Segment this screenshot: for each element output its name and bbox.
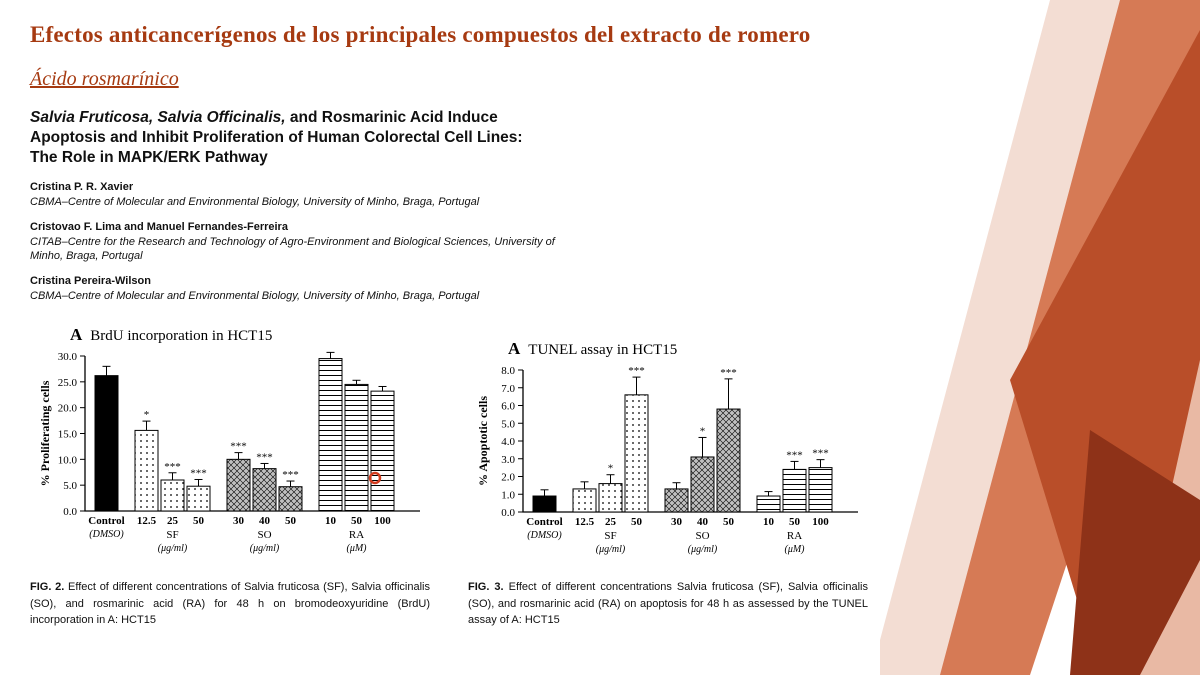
charts-row: A BrdU incorporation in HCT15 0.0 5.0 10.0 1… (30, 325, 900, 665)
chart-left-column: A BrdU incorporation in HCT15 0.0 5.0 10.0 1… (30, 325, 440, 665)
svg-text:1.0: 1.0 (501, 489, 515, 501)
svg-text:Control: Control (526, 516, 562, 528)
svg-text:*: * (700, 425, 706, 437)
chart-right-column: A TUNEL assay in HCT15 0.0 1.0 2.0 3.0 4.0 5.0… (468, 325, 878, 665)
svg-text:% Apoptotic cells: % Apoptotic cells (476, 396, 490, 486)
svg-text:10: 10 (325, 515, 337, 527)
chart2-title: TUNEL assay in HCT15 (528, 342, 677, 358)
fig-label: FIG. 2. (30, 581, 64, 593)
svg-text:(μg/ml): (μg/ml) (250, 543, 280, 554)
author-entry: Cristina P. R. Xavier CBMA–Centre of Mol… (30, 180, 590, 210)
svg-text:(DMSO): (DMSO) (527, 530, 562, 541)
svg-text:(μg/ml): (μg/ml) (688, 544, 718, 555)
svg-text:5.0: 5.0 (63, 480, 77, 492)
svg-text:RA: RA (349, 529, 364, 541)
svg-text:40: 40 (697, 516, 709, 528)
svg-text:3.0: 3.0 (501, 454, 515, 466)
svg-text:30: 30 (671, 516, 683, 528)
svg-text:***: *** (628, 365, 645, 377)
svg-text:25.0: 25.0 (58, 377, 78, 389)
svg-text:25: 25 (605, 516, 617, 528)
fig-text: Effect of different concentrations Salvi… (468, 581, 868, 626)
author-block: Cristina P. R. Xavier CBMA–Centre of Mol… (30, 180, 590, 314)
svg-text:0.0: 0.0 (501, 507, 515, 519)
svg-text:100: 100 (374, 515, 391, 527)
panel-letter: A (70, 325, 82, 344)
paper-title: Salvia Fruticosa, Salvia Officinalis, an… (30, 108, 550, 167)
svg-text:50: 50 (351, 515, 363, 527)
svg-text:8.0: 8.0 (501, 365, 515, 377)
svg-text:10.0: 10.0 (58, 454, 78, 466)
svg-text:(DMSO): (DMSO) (89, 529, 124, 540)
svg-text:SO: SO (257, 529, 271, 541)
svg-text:***: *** (164, 461, 181, 473)
svg-text:30.0: 30.0 (58, 351, 78, 363)
paper-title-italic: Salvia Fruticosa, Salvia Officinalis, (30, 109, 286, 126)
svg-text:SO: SO (695, 530, 709, 542)
author-name: Cristovao F. Lima and Manuel Fernandes-F… (30, 221, 288, 233)
svg-text:50: 50 (723, 516, 735, 528)
svg-text:(μM): (μM) (784, 544, 805, 555)
svg-text:50: 50 (631, 516, 643, 528)
author-entry: Cristina Pereira-Wilson CBMA–Centre of M… (30, 274, 590, 304)
svg-text:SF: SF (604, 530, 616, 542)
svg-text:12.5: 12.5 (137, 515, 157, 527)
svg-text:(μg/ml): (μg/ml) (158, 543, 188, 554)
chart2-svg: 0.0 1.0 2.0 3.0 4.0 5.0 6.0 7.0 8.0 % Apoptotic c… (468, 362, 878, 573)
svg-text:30: 30 (233, 515, 245, 527)
author-name: Cristina P. R. Xavier (30, 181, 133, 193)
svg-text:20.0: 20.0 (58, 403, 78, 415)
panel-letter: A (508, 339, 520, 358)
svg-text:5.0: 5.0 (501, 418, 515, 430)
svg-text:***: *** (256, 451, 273, 463)
svg-text:2.0: 2.0 (501, 472, 515, 484)
author-affiliation: CITAB–Centre for the Research and Techno… (30, 236, 555, 263)
svg-text:SF: SF (166, 529, 178, 541)
chart1-header: A BrdU incorporation in HCT15 (30, 325, 440, 345)
chart1-svg: 0.0 5.0 10.0 15.0 20.0 25.0 30.0 % Proliferatin… (30, 348, 440, 573)
svg-text:4.0: 4.0 (501, 436, 515, 448)
svg-text:RA: RA (787, 530, 802, 542)
svg-text:***: *** (282, 469, 299, 481)
svg-text:25: 25 (167, 515, 179, 527)
svg-text:*: * (144, 409, 150, 421)
slide: Efectos anticancerígenos de los principa… (0, 0, 1200, 675)
svg-text:50: 50 (789, 516, 801, 528)
svg-text:Control: Control (88, 515, 124, 527)
svg-text:***: *** (230, 441, 247, 453)
chart1-title: BrdU incorporation in HCT15 (90, 328, 272, 344)
author-affiliation: CBMA–Centre of Molecular and Environment… (30, 196, 479, 208)
author-name: Cristina Pereira-Wilson (30, 275, 151, 287)
svg-text:***: *** (720, 367, 737, 379)
slide-subtitle: Ácido rosmarínico (30, 68, 179, 91)
decorative-geometry (880, 0, 1200, 675)
svg-text:(μg/ml): (μg/ml) (596, 544, 626, 555)
svg-text:*: * (608, 463, 614, 475)
author-entry: Cristovao F. Lima and Manuel Fernandes-F… (30, 220, 590, 265)
figure3-caption: FIG. 3. Effect of different concentratio… (468, 579, 868, 629)
svg-text:7.0: 7.0 (501, 383, 515, 395)
svg-text:0.0: 0.0 (63, 506, 77, 518)
svg-text:12.5: 12.5 (575, 516, 595, 528)
slide-title: Efectos anticancerígenos de los principa… (30, 22, 810, 48)
svg-text:(μM): (μM) (346, 543, 367, 554)
svg-text:***: *** (786, 449, 803, 461)
svg-text:6.0: 6.0 (501, 401, 515, 413)
figure2-caption: FIG. 2. Effect of different concentratio… (30, 579, 430, 629)
svg-text:10: 10 (763, 516, 775, 528)
svg-text:50: 50 (285, 515, 297, 527)
fig-label: FIG. 3. (468, 581, 504, 593)
fig-text: Effect of different concentrations of Sa… (30, 581, 430, 626)
svg-text:***: *** (190, 467, 207, 479)
svg-text:100: 100 (812, 516, 829, 528)
author-affiliation: CBMA–Centre of Molecular and Environment… (30, 290, 479, 302)
svg-text:15.0: 15.0 (58, 429, 78, 441)
svg-text:40: 40 (259, 515, 271, 527)
svg-text:***: *** (812, 448, 829, 460)
svg-text:% Proliferating cells: % Proliferating cells (38, 380, 52, 486)
chart2-header: A TUNEL assay in HCT15 (468, 325, 878, 359)
svg-text:50: 50 (193, 515, 205, 527)
